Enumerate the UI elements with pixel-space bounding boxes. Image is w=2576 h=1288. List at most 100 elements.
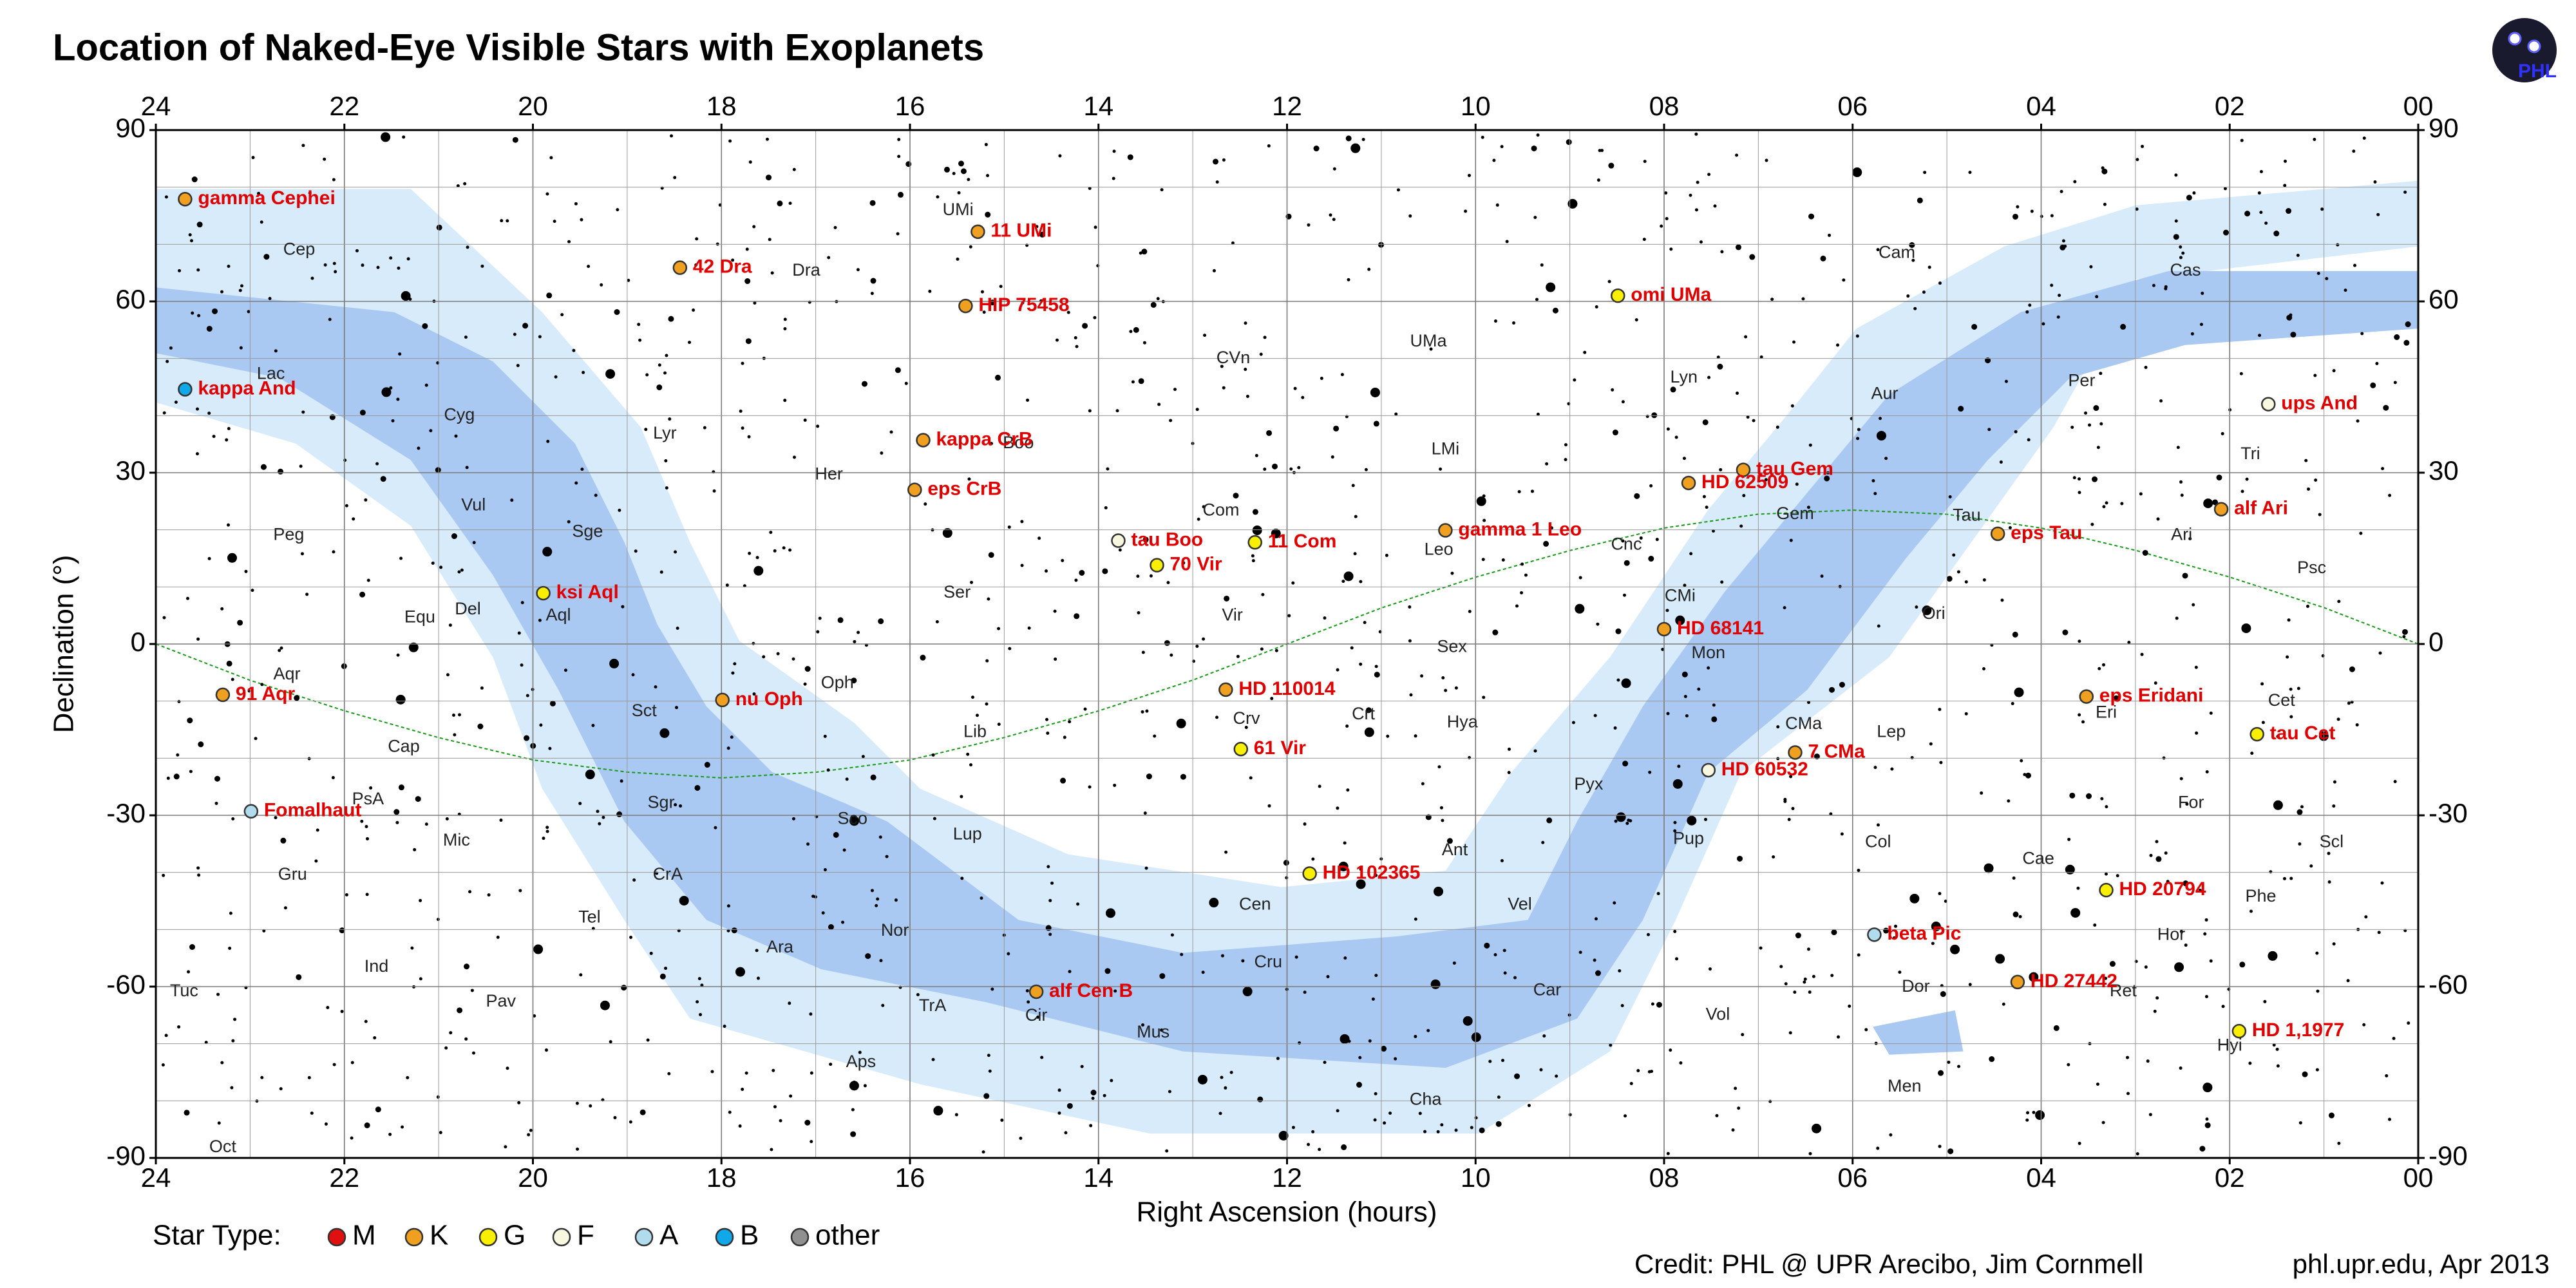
background-star [1968,171,1972,175]
background-star [1408,639,1412,643]
background-star [1311,1130,1315,1133]
background-star [1790,404,1794,408]
background-star [2088,423,2092,427]
background-star [694,263,698,267]
axes: 2424222220201818161614141212101008080606… [106,91,2467,1193]
background-star [2025,772,2031,779]
constellation-label: Lup [953,824,982,843]
background-star [703,426,706,430]
background-star [2144,965,2148,969]
legend-label: A [659,1220,679,1251]
background-star [958,160,964,167]
background-star [1857,868,1861,872]
background-star [2402,635,2406,639]
background-star [477,723,484,730]
background-star [804,1119,811,1126]
background-star [2240,138,2244,142]
background-star [1664,191,1668,195]
background-star [1027,626,1031,630]
background-star [1481,558,1485,562]
constellation-label: Sge [572,521,603,540]
background-star [196,407,200,411]
background-star [401,291,411,301]
background-star [851,677,857,684]
background-star [1386,734,1390,738]
background-star [1864,1028,1868,1032]
background-star [1624,560,1630,566]
constellation-label: Com [1203,500,1240,520]
background-star [516,364,520,368]
background-star [1613,901,1616,905]
background-star [1257,1096,1264,1103]
background-star [985,659,989,663]
background-star [975,714,979,717]
background-star [436,224,442,231]
background-star [1343,571,1354,582]
background-star [2101,663,2105,667]
background-star [2136,1152,2139,1156]
background-star [2109,961,2116,967]
background-star [1220,365,1224,368]
background-star [1270,697,1274,701]
background-star [268,297,272,301]
background-star [350,1136,354,1140]
background-star [2093,405,2099,412]
constellation-label: Sco [837,808,867,828]
background-star [1989,1056,1995,1063]
background-star [1202,505,1206,509]
constellation-label: Oph [821,672,854,692]
constellation-label: For [2178,793,2204,812]
background-star [1182,561,1186,565]
background-star [1947,1060,1951,1064]
background-star [1027,1000,1030,1004]
background-star [638,338,642,342]
background-star [564,668,567,672]
host-star-label: alf Cen B [1049,980,1133,1001]
background-star [1203,334,1207,337]
background-star [1255,453,1258,457]
background-star [197,873,201,877]
legend-label: G [504,1220,526,1251]
background-star [870,774,876,781]
background-star [1482,518,1486,522]
background-star [233,1018,237,1021]
background-star [1715,1113,1719,1117]
background-star [220,290,224,294]
background-star [375,462,379,466]
background-star [231,817,235,820]
background-star [896,232,900,236]
background-star [823,734,827,738]
background-star [1261,592,1265,596]
background-star [2078,491,2081,495]
background-star [2307,487,2311,491]
background-star [174,400,178,404]
background-star [1713,204,1717,208]
background-star [2364,915,2368,919]
background-star [1054,657,1057,661]
background-star [1220,1075,1224,1079]
background-star [398,784,404,791]
background-star [865,953,871,960]
background-star [1705,506,1709,509]
background-star [1115,409,1119,413]
background-star [517,631,521,635]
host-star [1990,526,2005,542]
background-star [967,477,971,481]
constellation-label: Cen [1239,894,1271,913]
background-star [1331,455,1334,459]
background-star [1636,1069,1640,1073]
background-star [198,741,204,748]
background-star [997,723,1001,726]
background-star [2315,1068,2319,1072]
background-star [753,565,764,576]
background-star [1150,301,1157,308]
background-star [933,1106,943,1116]
background-star [1500,858,1504,862]
background-star [2155,996,2159,1000]
background-star [1291,581,1295,585]
background-star [359,591,366,598]
background-star [227,553,237,563]
background-star [567,520,571,524]
background-star [944,166,951,173]
y-tick-label-right: -60 [2429,969,2468,999]
